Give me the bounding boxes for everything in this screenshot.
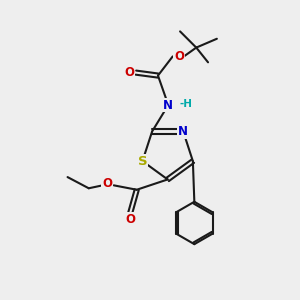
Text: O: O	[102, 177, 112, 190]
Text: N: N	[163, 98, 173, 112]
Text: O: O	[124, 66, 134, 79]
Text: S: S	[138, 154, 147, 168]
Text: -H: -H	[179, 99, 193, 110]
Text: O: O	[174, 50, 184, 63]
Text: N: N	[178, 125, 188, 138]
Text: O: O	[125, 213, 135, 226]
